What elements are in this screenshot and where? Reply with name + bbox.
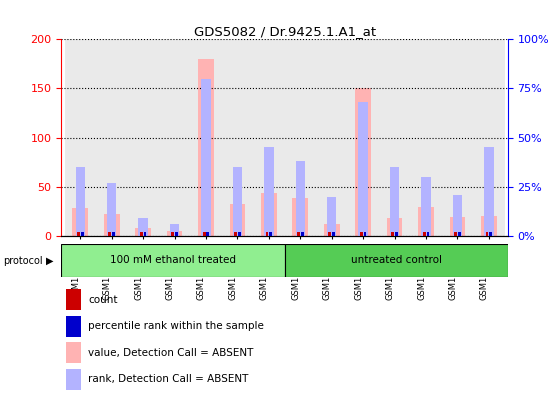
Bar xyxy=(159,39,190,236)
Text: 100 mM ethanol treated: 100 mM ethanol treated xyxy=(110,255,236,265)
Bar xyxy=(81,232,84,236)
Bar xyxy=(96,39,127,236)
Bar xyxy=(410,39,442,236)
Bar xyxy=(395,232,398,236)
Bar xyxy=(270,232,272,236)
Bar xyxy=(203,232,205,236)
Bar xyxy=(450,217,465,236)
Bar xyxy=(66,369,81,390)
Bar xyxy=(66,289,81,310)
Bar xyxy=(292,198,308,236)
Bar xyxy=(364,232,367,236)
Bar xyxy=(484,147,494,236)
Bar xyxy=(112,232,115,236)
Bar xyxy=(222,39,253,236)
Text: ▶: ▶ xyxy=(46,255,54,266)
Bar xyxy=(348,39,379,236)
Bar xyxy=(167,231,182,236)
Bar xyxy=(453,195,462,236)
Bar xyxy=(355,88,371,236)
Bar xyxy=(418,207,434,236)
Bar xyxy=(454,232,457,236)
Bar xyxy=(481,216,497,236)
Bar xyxy=(387,218,402,236)
Bar xyxy=(316,39,348,236)
Bar xyxy=(138,218,148,236)
Bar xyxy=(324,224,340,236)
Bar xyxy=(108,232,111,236)
Bar xyxy=(485,232,488,236)
Bar xyxy=(261,193,277,236)
Title: GDS5082 / Dr.9425.1.A1_at: GDS5082 / Dr.9425.1.A1_at xyxy=(194,25,376,38)
Bar xyxy=(390,167,400,236)
Text: value, Detection Call = ABSENT: value, Detection Call = ABSENT xyxy=(88,348,254,358)
Bar xyxy=(198,59,214,236)
Bar xyxy=(175,232,178,236)
Bar xyxy=(234,232,237,236)
Bar xyxy=(391,232,394,236)
Text: count: count xyxy=(88,295,118,305)
Bar xyxy=(127,39,159,236)
Bar xyxy=(253,39,285,236)
Text: percentile rank within the sample: percentile rank within the sample xyxy=(88,321,264,331)
Bar xyxy=(327,196,336,236)
Bar xyxy=(442,39,473,236)
Bar xyxy=(285,244,508,277)
Bar xyxy=(489,232,492,236)
Text: rank, Detection Call = ABSENT: rank, Detection Call = ABSENT xyxy=(88,374,249,384)
Bar xyxy=(135,228,151,236)
Bar xyxy=(238,232,240,236)
Bar xyxy=(423,232,426,236)
Text: protocol: protocol xyxy=(3,255,42,266)
Bar xyxy=(66,342,81,363)
Bar xyxy=(458,232,461,236)
Bar xyxy=(171,232,174,236)
Bar xyxy=(77,232,80,236)
Bar xyxy=(170,224,179,236)
Bar xyxy=(143,232,146,236)
Bar xyxy=(264,147,273,236)
Bar xyxy=(266,232,268,236)
Bar xyxy=(421,177,431,236)
Bar xyxy=(104,214,119,236)
Bar xyxy=(379,39,410,236)
Bar xyxy=(65,39,96,236)
Bar xyxy=(297,232,300,236)
Bar xyxy=(329,232,331,236)
Bar xyxy=(229,204,246,236)
Bar xyxy=(296,161,305,236)
Bar xyxy=(201,79,211,236)
Bar xyxy=(206,232,209,236)
Bar xyxy=(233,167,242,236)
Bar xyxy=(190,39,222,236)
Bar xyxy=(61,244,285,277)
Bar xyxy=(66,316,81,337)
Bar xyxy=(360,232,363,236)
Bar xyxy=(332,232,335,236)
Bar xyxy=(73,208,88,236)
Bar xyxy=(473,39,504,236)
Bar xyxy=(140,232,143,236)
Bar xyxy=(358,102,368,236)
Bar xyxy=(107,183,117,236)
Bar xyxy=(75,167,85,236)
Bar xyxy=(285,39,316,236)
Text: untreated control: untreated control xyxy=(350,255,442,265)
Bar xyxy=(301,232,304,236)
Bar xyxy=(426,232,429,236)
